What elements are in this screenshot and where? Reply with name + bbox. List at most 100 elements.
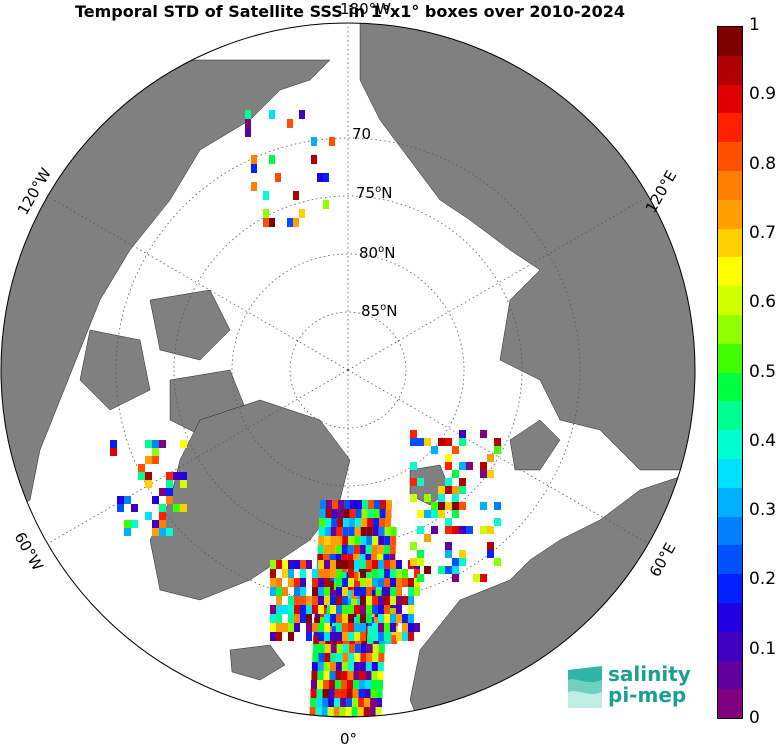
sss-std-cell bbox=[124, 496, 131, 504]
sss-std-cell bbox=[282, 569, 288, 578]
sss-std-cell bbox=[336, 605, 342, 614]
sss-std-cell bbox=[353, 545, 360, 554]
colorbar-segment bbox=[718, 84, 742, 114]
colorbar-segment bbox=[718, 228, 742, 258]
sss-std-cell bbox=[366, 560, 372, 569]
land-north-america bbox=[1, 59, 331, 521]
sss-std-cell bbox=[414, 623, 420, 632]
sss-std-cell bbox=[408, 623, 414, 632]
sss-std-cell bbox=[452, 510, 459, 518]
sss-std-cell bbox=[180, 440, 187, 448]
sss-std-cell bbox=[294, 578, 300, 587]
sss-std-cell bbox=[321, 707, 328, 716]
sss-std-cell bbox=[494, 446, 501, 454]
sss-std-cell bbox=[348, 569, 354, 578]
sss-std-cell bbox=[360, 560, 366, 569]
sss-std-cell bbox=[417, 438, 424, 446]
sss-std-cell bbox=[348, 605, 354, 614]
colorbar-tick-label: 0.2 bbox=[749, 569, 777, 590]
sss-std-cell bbox=[300, 614, 306, 623]
sss-std-cell bbox=[366, 596, 372, 605]
sss-std-cell bbox=[327, 590, 334, 599]
colorbar-tick-label: 1 bbox=[749, 15, 760, 35]
sss-std-cell bbox=[263, 218, 269, 227]
sss-std-cell bbox=[424, 566, 431, 574]
sss-std-cell bbox=[311, 155, 317, 164]
sss-std-cell bbox=[366, 536, 373, 545]
sss-std-cell bbox=[384, 623, 390, 632]
sss-std-cell bbox=[138, 464, 145, 472]
sss-std-cell bbox=[335, 662, 342, 671]
sss-std-cell bbox=[324, 614, 330, 623]
sss-std-cell bbox=[369, 716, 376, 717]
sss-std-cell bbox=[312, 623, 318, 632]
sss-std-cell bbox=[362, 500, 368, 509]
sss-std-cell bbox=[396, 578, 402, 587]
sss-std-cell bbox=[380, 500, 386, 509]
sss-std-cell bbox=[145, 472, 152, 480]
sss-std-cell bbox=[452, 486, 459, 494]
sss-std-cell bbox=[324, 632, 330, 641]
sss-std-cell bbox=[300, 605, 306, 614]
sss-std-cell bbox=[336, 653, 343, 662]
sss-std-cell bbox=[294, 560, 300, 569]
lon-label-60e: 60°E bbox=[646, 540, 680, 580]
sss-std-cell bbox=[480, 502, 487, 510]
sss-std-cell bbox=[360, 632, 366, 641]
sss-std-cell bbox=[323, 545, 330, 554]
colorbar-tick-label: 0.1 bbox=[749, 638, 777, 659]
sss-std-cell bbox=[310, 698, 317, 707]
map-title: Temporal STD of Satellite SSS in 1°x1° b… bbox=[74, 2, 626, 21]
sss-std-cell bbox=[378, 527, 385, 536]
sss-std-cell bbox=[402, 614, 408, 623]
sss-std-cell bbox=[324, 536, 331, 545]
sss-std-cell bbox=[372, 578, 378, 587]
sss-std-cell bbox=[354, 536, 361, 545]
sss-std-cell bbox=[335, 680, 341, 689]
colorbar-segment bbox=[718, 142, 742, 171]
sss-std-cell bbox=[138, 472, 145, 480]
sss-std-cell bbox=[345, 590, 352, 599]
sss-std-cell bbox=[333, 707, 340, 716]
sss-std-cell bbox=[372, 569, 378, 578]
sss-std-cell bbox=[288, 623, 294, 632]
sss-std-cell bbox=[410, 462, 417, 470]
sss-std-cell bbox=[276, 560, 282, 569]
sss-std-cell bbox=[377, 545, 384, 554]
sss-std-cell bbox=[431, 502, 438, 510]
sss-std-cell bbox=[384, 569, 390, 578]
sss-std-cell bbox=[282, 560, 288, 569]
colorbar-segment bbox=[718, 314, 742, 344]
sss-std-cell bbox=[331, 509, 338, 518]
sss-std-cell bbox=[396, 596, 402, 605]
sss-std-cell bbox=[300, 569, 306, 578]
sss-std-cell bbox=[360, 527, 367, 536]
sss-std-cell bbox=[354, 632, 360, 641]
lat-label-70: 70 bbox=[352, 125, 371, 143]
sss-std-cell bbox=[342, 596, 348, 605]
colorbar-segment bbox=[718, 631, 742, 661]
sss-std-cell bbox=[294, 605, 300, 614]
sss-std-cell bbox=[166, 488, 173, 496]
sss-std-cell bbox=[287, 218, 293, 227]
sss-std-cell bbox=[390, 614, 396, 623]
sss-std-cell bbox=[445, 454, 452, 462]
colorbar-segment bbox=[718, 516, 742, 546]
sss-std-cell bbox=[332, 500, 338, 509]
sss-std-cell bbox=[410, 438, 417, 446]
sss-std-cell bbox=[396, 560, 402, 569]
sss-std-cell bbox=[329, 662, 336, 671]
sss-std-cell bbox=[410, 494, 417, 502]
sss-std-cell bbox=[312, 587, 318, 596]
sss-std-cell bbox=[396, 605, 402, 614]
sss-std-cell bbox=[438, 438, 445, 446]
sss-std-cell bbox=[270, 578, 276, 587]
sss-std-cell bbox=[342, 632, 348, 641]
sss-std-cell bbox=[352, 572, 359, 581]
sss-std-cell bbox=[330, 605, 336, 614]
sss-std-cell bbox=[366, 527, 373, 536]
land-novaya-zemlya bbox=[509, 419, 561, 471]
sss-std-cell bbox=[402, 623, 408, 632]
sss-std-cell bbox=[378, 536, 385, 545]
lon-label-60w: 60°W bbox=[11, 529, 47, 574]
